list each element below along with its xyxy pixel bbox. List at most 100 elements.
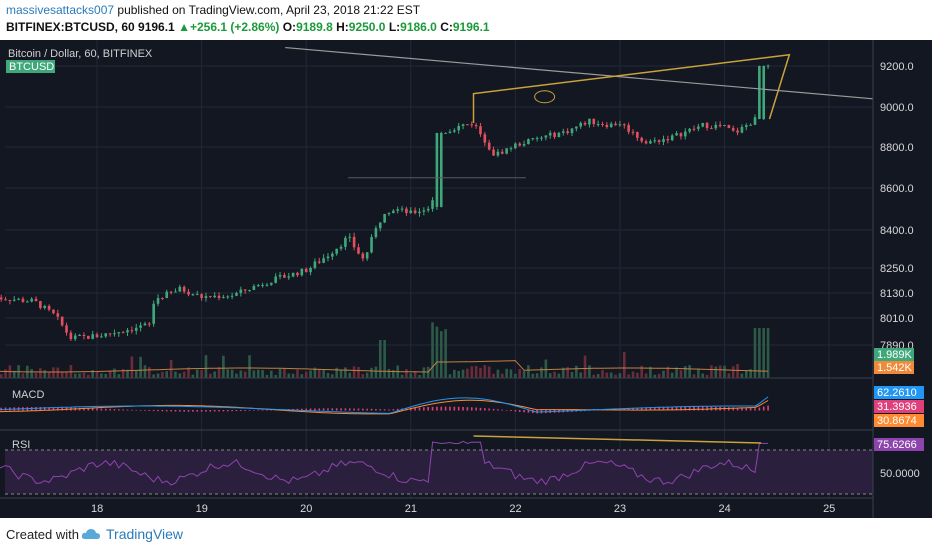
low-value: 9186.0 [400, 20, 437, 34]
time-tick-label: 24 [718, 503, 730, 515]
volume-bar [431, 322, 434, 378]
volume-bar [148, 367, 151, 378]
candle-body [544, 135, 548, 138]
price-tick-label: 9200.0 [880, 61, 914, 73]
macd-histogram-bar [396, 408, 399, 411]
macd-histogram-bar [375, 409, 377, 411]
volume-bar [749, 369, 752, 378]
volume-bar [143, 365, 147, 378]
volume-bar [479, 367, 482, 378]
macd-histogram-bar [409, 407, 412, 411]
candle-body [169, 291, 173, 293]
candle-body [727, 125, 731, 129]
volume-bar [256, 369, 260, 378]
macd-histogram-bar [684, 406, 687, 411]
volume-bar [322, 370, 325, 378]
volume-bar [457, 370, 461, 378]
candle-body [300, 268, 304, 276]
volume-bar [727, 373, 731, 378]
candle-body [143, 323, 147, 326]
volume-bar [117, 374, 121, 378]
volume-bar [400, 374, 404, 378]
macd-histogram-bar [135, 409, 138, 411]
candle-body [348, 236, 352, 238]
macd-histogram-bar [253, 410, 255, 411]
volume-bar [235, 373, 238, 378]
volume-bar [758, 328, 761, 378]
macd-histogram-bar [48, 407, 50, 411]
candle-body [91, 334, 94, 339]
volume-bar [466, 368, 469, 378]
macd-title: MACD [12, 389, 44, 401]
volume-bar [675, 367, 678, 378]
candle-body [222, 297, 225, 299]
candle-body [470, 124, 474, 126]
macd-histogram-bar [100, 408, 103, 411]
candle-body [675, 133, 678, 136]
candle-body [431, 200, 434, 209]
candle-body [435, 133, 439, 207]
candle-body [113, 333, 116, 335]
candle-body [579, 122, 583, 127]
tradingview-brand[interactable]: TradingView [106, 526, 184, 542]
macd-histogram-bar [392, 409, 395, 411]
volume-bar [121, 368, 125, 378]
candle-body [130, 330, 134, 332]
volume-bar [174, 371, 177, 378]
volume-bar [697, 368, 700, 378]
macd-histogram-bar [680, 406, 682, 411]
volume-bar [34, 372, 38, 378]
macd-histogram-bar [144, 410, 146, 411]
grid-lines [5, 40, 873, 498]
macd-histogram-bar [257, 409, 260, 411]
volume-bar [187, 367, 190, 378]
candle-body [56, 313, 60, 317]
candle-body [235, 293, 238, 296]
author-link[interactable]: massivesattacks007 [6, 3, 115, 17]
macd-histogram-bar [688, 406, 691, 411]
candle-body [509, 148, 513, 150]
volume-bar [575, 365, 578, 378]
candle-body [601, 123, 604, 125]
volume-bar [95, 371, 99, 378]
candle-body [12, 299, 16, 301]
candle-body [466, 124, 469, 126]
volume-bar [723, 365, 726, 378]
macd-histogram-bar [131, 409, 133, 411]
candle-body [87, 335, 90, 339]
volume-bar [614, 374, 617, 378]
volume-bar [82, 372, 86, 378]
macd-value-text: 62.2610 [877, 387, 917, 399]
chart-canvas[interactable]: 9200.0 9000.0 8800.0 8600.0 8400.0 8250.0 8130… [0, 40, 932, 518]
macd-histogram-bar [732, 407, 735, 411]
time-tick-label: 19 [196, 503, 208, 515]
candle-body [666, 139, 670, 141]
volume-bar [361, 374, 365, 378]
macd-histogram-bar [431, 406, 434, 411]
time-tick-label: 20 [300, 503, 312, 515]
volume-bar [461, 369, 465, 378]
volume-bar [339, 369, 343, 378]
candle-body [631, 131, 635, 133]
volume-value-badge [874, 361, 914, 374]
candle-body [230, 295, 234, 297]
volume-bar [487, 366, 491, 378]
volume-bar [762, 328, 766, 378]
macd-histogram-bar [344, 408, 347, 411]
volume-bar [653, 374, 657, 378]
volume-bar [47, 372, 51, 378]
volume-ma-line [0, 360, 769, 373]
candle-body [566, 131, 569, 134]
candle-body [605, 124, 609, 128]
volume-bar [344, 367, 347, 378]
annotation-ellipse [534, 90, 556, 104]
high-value: 9250.0 [348, 20, 386, 34]
candle-body [448, 131, 452, 133]
volume-bar [622, 351, 626, 378]
volume-bar [78, 373, 81, 378]
volume-bar [317, 368, 321, 378]
volume-bar [409, 373, 413, 378]
volume-bar [152, 374, 155, 378]
rsi-tick-label: 50.0000 [880, 468, 920, 480]
candle-body [270, 282, 273, 285]
